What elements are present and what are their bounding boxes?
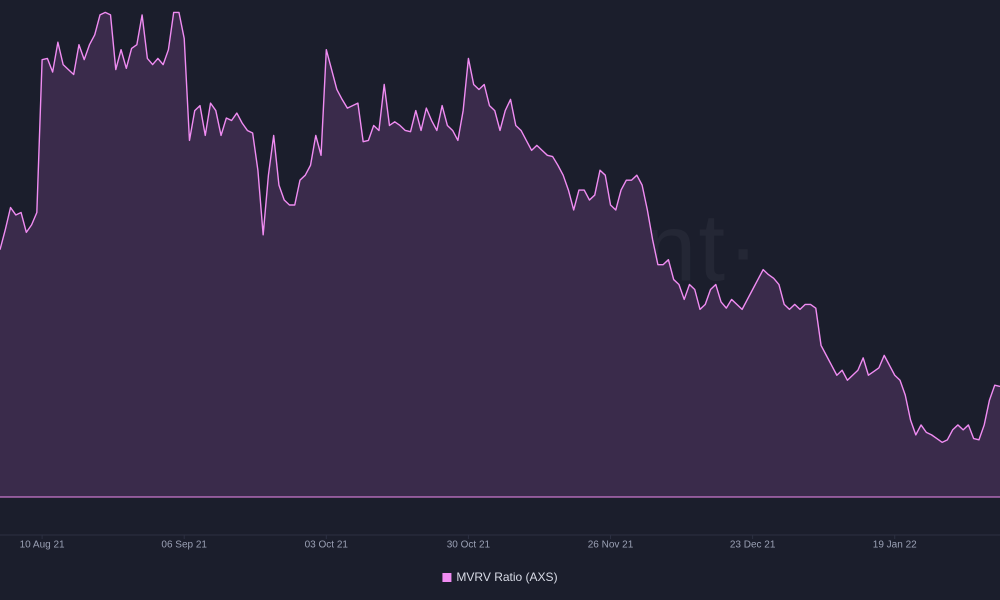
- x-tick-label: 19 Jan 22: [873, 540, 917, 551]
- x-tick-label: 23 Dec 21: [730, 540, 776, 551]
- x-tick-label: 03 Oct 21: [305, 540, 349, 551]
- line: [0, 11, 1000, 444]
- x-tick-label: 26 Nov 21: [588, 540, 634, 551]
- x-tick-label: 30 Oct 21: [447, 540, 491, 551]
- legend-label: MVRV Ratio (AXS): [456, 570, 557, 584]
- area: [0, 12, 1000, 497]
- legend-swatch: [442, 573, 452, 582]
- legend: MVRV Ratio (AXS): [442, 570, 558, 584]
- x-tick-label: 06 Sep 21: [161, 540, 207, 551]
- x-tick-label: 10 Aug 21: [20, 540, 65, 551]
